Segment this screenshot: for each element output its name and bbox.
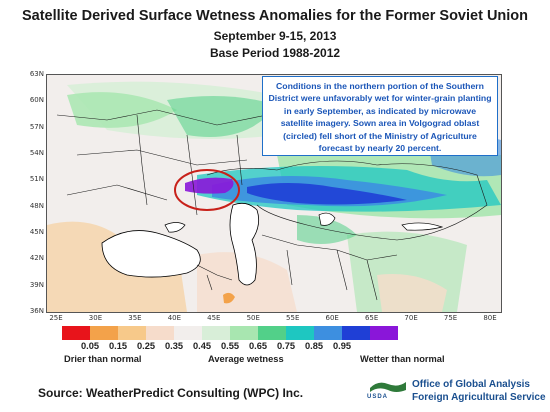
- usda-wordmark: USDA: [367, 394, 389, 400]
- agency-name: Office of Global Analysis Foreign Agricu…: [412, 378, 546, 404]
- latitude-label: 45N: [29, 228, 44, 236]
- latitude-label: 42N: [29, 254, 44, 263]
- longitude-label: 50E: [246, 314, 260, 322]
- latitude-label: 57N: [29, 122, 44, 131]
- legend-swatch: [398, 326, 426, 340]
- latitude-label: 51N: [29, 175, 44, 184]
- legend-swatch: [202, 326, 230, 340]
- legend-swatch: [62, 326, 90, 340]
- legend-swatch: [370, 326, 398, 340]
- legend-tick: 0.85: [304, 341, 324, 351]
- central-asia-borders: [261, 234, 398, 301]
- legend-swatch: [230, 326, 258, 340]
- longitude-label: 45E: [207, 314, 221, 322]
- legend-swatch: [286, 326, 314, 340]
- legend-tick: 0.15: [108, 341, 128, 351]
- usda-logo-icon: [370, 382, 406, 392]
- latitude-label: 36N: [29, 307, 44, 315]
- legend-swatch: [146, 326, 174, 340]
- lake-balkhash: [401, 222, 444, 231]
- longitude-label: 30E: [88, 314, 103, 322]
- longitude-label: 40E: [167, 314, 182, 322]
- callout-box: Conditions in the northern portion of th…: [262, 76, 498, 156]
- legend-drier-label: Drier than normal: [64, 354, 142, 364]
- base-period: Base Period 1988-2012: [209, 46, 341, 60]
- dark-blue-core: [247, 183, 407, 205]
- orange-spot: [223, 292, 235, 304]
- legend-swatch: [90, 326, 118, 340]
- latitude-label: 60N: [29, 96, 44, 105]
- latitude-label: 39N: [29, 280, 44, 289]
- legend-tick: 0.25: [136, 341, 156, 351]
- legend-average-label: Average wetness: [208, 354, 284, 364]
- legend-color-bar: [62, 326, 426, 340]
- water-bodies: [101, 202, 444, 286]
- aral-sea: [318, 212, 336, 226]
- longitude-label: 60E: [325, 314, 339, 322]
- latitude-label: 54N: [29, 149, 44, 157]
- borders: [56, 109, 488, 301]
- longitude-label: 70E: [404, 314, 418, 322]
- map-title: Satellite Derived Surface Wetness Anomal…: [21, 8, 529, 24]
- agency-line-1: Office of Global Analysis: [412, 379, 530, 390]
- black-sea: [101, 230, 201, 278]
- purple-volgograd: [185, 177, 234, 194]
- legend-swatch: [314, 326, 342, 340]
- legend-swatch: [342, 326, 370, 340]
- longitude-label: 75E: [443, 314, 458, 322]
- legend-swatch: [258, 326, 286, 340]
- caucasus-borders: [196, 264, 233, 291]
- longitude-label: 80E: [483, 314, 497, 322]
- longitude-label: 35E: [128, 314, 142, 322]
- longitude-label: 65E: [364, 314, 379, 322]
- source-credit: Source: WeatherPredict Consulting (WPC) …: [38, 386, 304, 400]
- volgograd-highlight-circle: [174, 169, 240, 211]
- legend-wetter-label: Wetter than normal: [360, 354, 445, 364]
- sea-of-azov: [164, 222, 186, 233]
- legend-tick: 0.95: [332, 341, 352, 351]
- legend-tick: 0.65: [248, 341, 268, 351]
- dry-patch-southeast: [377, 274, 447, 312]
- legend-tick: 0.45: [192, 341, 212, 351]
- longitude-label: 25E: [49, 314, 63, 322]
- legend-tick: 0.05: [80, 341, 100, 351]
- green-patch-north-central: [167, 96, 277, 137]
- legend-swatch: [174, 326, 202, 340]
- latitude-label: 48N: [29, 201, 44, 210]
- legend-swatch: [118, 326, 146, 340]
- agency-line-2: Foreign Agricultural Service: [412, 392, 546, 403]
- caspian-sea: [229, 202, 260, 286]
- legend-tick: 0.35: [164, 341, 184, 351]
- date-range: September 9-15, 2013: [213, 29, 337, 43]
- legend-tick: 0.55: [220, 341, 240, 351]
- kazakhstan-border: [206, 160, 488, 241]
- latitude-label: 63N: [29, 70, 44, 78]
- longitude-label: 55E: [286, 314, 300, 322]
- oblast-borders: [56, 109, 268, 216]
- legend-tick: 0.75: [276, 341, 296, 351]
